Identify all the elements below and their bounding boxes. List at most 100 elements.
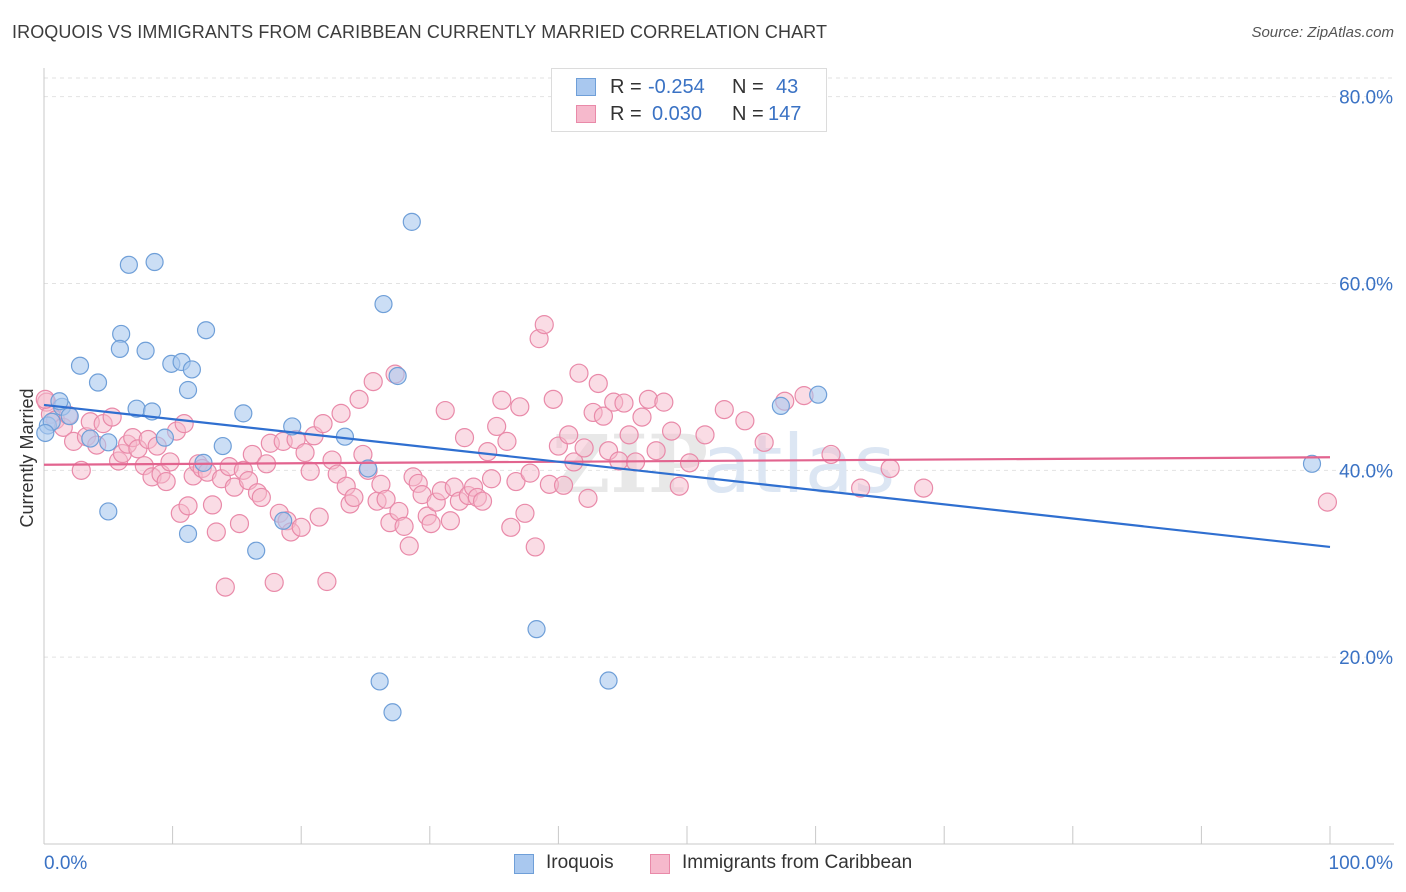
legend-row-caribbean: R = 0.030 N = 147 — [552, 101, 826, 127]
data-point-caribbean — [520, 463, 540, 483]
data-point-iroquois — [809, 385, 828, 404]
data-point-iroquois — [247, 541, 266, 560]
data-point-caribbean — [654, 392, 674, 412]
data-point-iroquois — [527, 620, 546, 639]
data-point-iroquois — [99, 433, 118, 452]
data-point-caribbean — [421, 513, 441, 534]
data-point-caribbean — [619, 425, 639, 445]
data-point-iroquois — [374, 294, 393, 314]
trend-line-iroquois — [43, 403, 1331, 549]
legend-swatch-iroquois — [576, 78, 596, 96]
legend-label-iroquois: Iroquois — [546, 852, 614, 873]
trend-lines — [43, 403, 1331, 549]
data-point-caribbean — [543, 389, 563, 409]
data-point-caribbean — [454, 428, 475, 448]
data-point-caribbean — [735, 411, 755, 431]
data-point-caribbean — [435, 400, 455, 421]
data-point-caribbean — [264, 572, 284, 593]
data-point-caribbean — [695, 425, 715, 445]
data-point-caribbean — [880, 458, 900, 479]
data-point-caribbean — [515, 503, 535, 523]
data-point-caribbean — [160, 452, 180, 472]
data-point-caribbean — [309, 507, 329, 527]
data-point-caribbean — [376, 489, 396, 509]
legend-row-iroquois: R = -0.254 N = 43 — [552, 74, 826, 100]
data-point-caribbean — [317, 571, 337, 592]
legend-swatch-iroquois — [514, 854, 534, 874]
data-point-caribbean — [344, 487, 364, 508]
legend-swatch-caribbean — [576, 105, 596, 123]
data-point-caribbean — [349, 389, 369, 409]
data-point-caribbean — [525, 537, 545, 557]
legend-n-value: 147 — [768, 103, 802, 125]
data-point-caribbean — [481, 469, 502, 489]
legend-swatch-caribbean — [650, 854, 670, 874]
data-point-caribbean — [661, 421, 682, 441]
data-point-iroquois — [1302, 454, 1322, 473]
data-point-caribbean — [394, 516, 414, 536]
legend-r-value: 0.030 — [652, 103, 703, 125]
trend-line-caribbean — [43, 456, 1331, 466]
data-point-iroquois — [274, 511, 293, 530]
data-point-caribbean — [1317, 492, 1338, 512]
data-point-caribbean — [646, 441, 666, 461]
data-point-iroquois — [182, 360, 201, 379]
data-point-iroquois — [119, 255, 138, 274]
data-point-caribbean — [714, 400, 734, 420]
data-point-caribbean — [569, 363, 589, 383]
data-point-iroquois — [196, 321, 216, 340]
data-point-caribbean — [300, 461, 320, 481]
legend-r-value: -0.254 — [648, 76, 705, 98]
data-point-caribbean — [506, 471, 526, 492]
y-tick-label: 80.0% — [1339, 88, 1393, 109]
data-point-iroquois — [283, 417, 302, 436]
data-point-caribbean — [178, 496, 198, 516]
data-point-caribbean — [331, 403, 351, 423]
watermark: ZIP atlas — [552, 417, 895, 511]
legend-n-label: N = — [732, 76, 764, 98]
data-point-caribbean — [497, 431, 517, 451]
data-point-caribbean — [156, 471, 176, 492]
legend-r-label: R = — [610, 76, 642, 98]
y-tick-label: 40.0% — [1339, 461, 1393, 482]
data-point-caribbean — [291, 517, 311, 537]
data-point-caribbean — [821, 444, 841, 465]
axis-layer — [43, 68, 1394, 845]
data-point-caribbean — [593, 406, 614, 426]
data-point-caribbean — [399, 536, 419, 556]
data-point-iroquois — [155, 428, 174, 447]
data-point-caribbean — [574, 438, 594, 458]
legend-r-label: R = — [610, 103, 642, 125]
series-legend: Iroquois Immigrants from Caribbean — [0, 852, 1406, 878]
data-point-iroquois — [36, 423, 55, 443]
y-tick-label: 60.0% — [1339, 275, 1393, 296]
source-label: Source: ZipAtlas.com — [1251, 24, 1394, 41]
data-point-iroquois — [178, 524, 198, 543]
data-point-iroquois — [402, 212, 421, 231]
data-point-iroquois — [88, 373, 108, 392]
watermark-atlas: atlas — [702, 418, 895, 511]
data-point-caribbean — [487, 416, 507, 437]
data-point-iroquois — [81, 429, 100, 448]
y-axis-label: Currently Married — [17, 388, 37, 527]
data-point-iroquois — [60, 407, 79, 426]
data-point-iroquois — [383, 703, 402, 722]
data-point-iroquois — [145, 252, 164, 272]
data-point-caribbean — [679, 453, 700, 473]
chart-title: IROQUOIS VS IMMIGRANTS FROM CARIBBEAN CU… — [12, 22, 828, 42]
data-point-caribbean — [559, 425, 579, 445]
data-point-caribbean — [229, 513, 250, 534]
data-point-iroquois — [771, 396, 790, 415]
data-point-caribbean — [669, 476, 689, 496]
series-caribbean-points — [35, 315, 1338, 597]
data-point-caribbean — [215, 577, 235, 597]
x-tick-label: 100.0% — [1329, 853, 1394, 874]
x-tick-label: 0.0% — [44, 853, 87, 874]
data-point-iroquois — [358, 459, 378, 478]
data-point-caribbean — [914, 478, 934, 498]
data-point-caribbean — [614, 393, 634, 413]
data-point-iroquois — [110, 339, 129, 359]
correlation-legend: R = -0.254 N = 43 R = 0.030 N = 147 — [551, 68, 827, 132]
data-point-caribbean — [174, 414, 194, 434]
